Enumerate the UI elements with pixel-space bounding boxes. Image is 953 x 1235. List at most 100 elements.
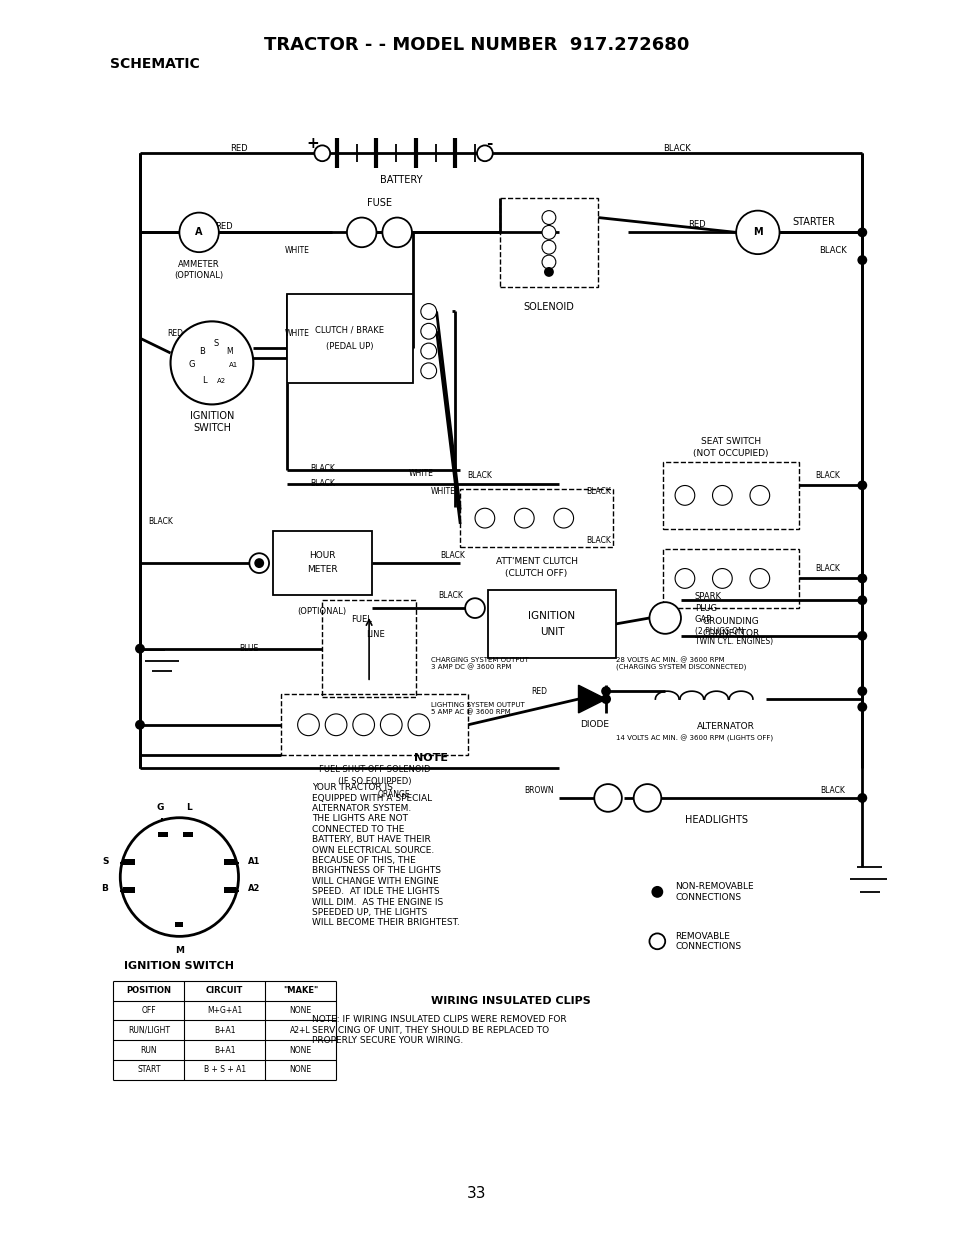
Text: CLUTCH / BRAKE: CLUTCH / BRAKE	[315, 326, 384, 335]
Text: AMMETER
(OPTIONAL): AMMETER (OPTIONAL)	[174, 261, 223, 279]
Circle shape	[649, 934, 664, 950]
Circle shape	[408, 714, 429, 736]
Text: HEADLIGHTS: HEADLIGHTS	[684, 815, 747, 825]
Text: BLUE: BLUE	[238, 645, 257, 653]
Text: ALTERNATOR: ALTERNATOR	[697, 722, 755, 731]
Text: A1: A1	[229, 362, 238, 368]
Text: 14 VOLTS AC MIN. @ 3600 RPM (LIGHTS OFF): 14 VOLTS AC MIN. @ 3600 RPM (LIGHTS OFF)	[616, 735, 772, 742]
Text: FUEL: FUEL	[351, 615, 372, 625]
Circle shape	[857, 793, 866, 803]
Text: BLACK: BLACK	[585, 487, 610, 496]
Text: -: -	[486, 136, 493, 151]
Bar	[157, 831, 168, 837]
Text: DIODE: DIODE	[579, 720, 608, 730]
Text: WHITE: WHITE	[408, 469, 433, 478]
Circle shape	[857, 701, 866, 711]
Text: RED: RED	[531, 687, 546, 695]
Text: NONE: NONE	[290, 1007, 312, 1015]
Circle shape	[554, 509, 573, 529]
Text: (CLUTCH OFF): (CLUTCH OFF)	[505, 569, 567, 578]
Text: A: A	[195, 227, 203, 237]
Text: M: M	[226, 347, 233, 356]
Text: 33: 33	[467, 1186, 486, 1200]
Circle shape	[749, 485, 769, 505]
Circle shape	[857, 227, 866, 237]
Text: TWIN CYL. ENGINES): TWIN CYL. ENGINES)	[694, 637, 772, 646]
Text: SCHEMATIC: SCHEMATIC	[111, 57, 200, 72]
Text: S: S	[213, 338, 218, 347]
Text: G: G	[156, 803, 163, 813]
Circle shape	[347, 217, 376, 247]
Text: YOUR TRACTOR IS
EQUIPPED WITH A SPECIAL
ALTERNATOR SYSTEM.
THE LIGHTS ARE NOT
CO: YOUR TRACTOR IS EQUIPPED WITH A SPECIAL …	[312, 783, 459, 927]
Text: WHITE: WHITE	[430, 487, 455, 496]
Circle shape	[857, 480, 866, 490]
Text: START: START	[137, 1066, 160, 1074]
Bar	[487, 590, 616, 657]
Bar	[175, 921, 183, 927]
Circle shape	[249, 553, 269, 573]
Circle shape	[120, 818, 238, 936]
Text: (2 PLUGS ON: (2 PLUGS ON	[694, 627, 742, 636]
Text: NON-REMOVABLE
CONNECTIONS: NON-REMOVABLE CONNECTIONS	[675, 882, 753, 902]
Text: B+A1: B+A1	[213, 1026, 235, 1035]
Text: (OPTIONAL): (OPTIONAL)	[297, 606, 347, 615]
Bar	[287, 294, 413, 383]
Circle shape	[254, 558, 264, 568]
Text: A2+L: A2+L	[290, 1026, 311, 1035]
Text: IGNITION SWITCH: IGNITION SWITCH	[124, 961, 234, 971]
Text: SEAT SWITCH: SEAT SWITCH	[700, 437, 760, 447]
Circle shape	[857, 595, 866, 605]
Text: B + S + A1: B + S + A1	[203, 1066, 246, 1074]
Bar	[224, 860, 235, 866]
Circle shape	[382, 217, 412, 247]
Text: BLACK: BLACK	[439, 551, 464, 559]
Text: BLACK: BLACK	[662, 143, 690, 153]
Text: POSITION: POSITION	[126, 987, 172, 995]
Text: CHARGING SYSTEM OUTPUT
3 AMP DC @ 3600 RPM: CHARGING SYSTEM OUTPUT 3 AMP DC @ 3600 R…	[430, 657, 528, 671]
Text: CONNECTOR: CONNECTOR	[701, 630, 760, 638]
Circle shape	[541, 211, 556, 225]
Text: GAP: GAP	[694, 615, 711, 625]
Text: BLACK: BLACK	[467, 471, 492, 480]
Circle shape	[541, 226, 556, 240]
Circle shape	[857, 687, 866, 697]
Polygon shape	[578, 685, 605, 713]
Text: BLACK: BLACK	[310, 464, 335, 473]
Circle shape	[541, 241, 556, 254]
Text: HOUR: HOUR	[309, 551, 335, 559]
Text: RUN/LIGHT: RUN/LIGHT	[128, 1026, 170, 1035]
Text: NOTE: IF WIRING INSULATED CLIPS WERE REMOVED FOR
SERVICING OF UNIT, THEY SHOULD : NOTE: IF WIRING INSULATED CLIPS WERE REM…	[312, 1015, 566, 1045]
Text: (NOT OCCUPIED): (NOT OCCUPIED)	[693, 450, 768, 458]
Circle shape	[857, 573, 866, 583]
Circle shape	[475, 509, 495, 529]
Circle shape	[135, 720, 145, 730]
Text: STARTER: STARTER	[792, 217, 834, 227]
Text: BLACK: BLACK	[437, 590, 462, 600]
Bar	[123, 860, 135, 866]
Text: FUEL SHUT-OFF SOLENOID: FUEL SHUT-OFF SOLENOID	[318, 764, 430, 774]
Text: L: L	[186, 803, 192, 813]
Text: CIRCUIT: CIRCUIT	[206, 987, 243, 995]
Circle shape	[420, 324, 436, 340]
Circle shape	[712, 568, 732, 588]
Circle shape	[857, 631, 866, 641]
Text: (PEDAL UP): (PEDAL UP)	[326, 342, 374, 351]
Text: 28 VOLTS AC MIN. @ 3600 RPM
(CHARGING SYSTEM DISCONNECTED): 28 VOLTS AC MIN. @ 3600 RPM (CHARGING SY…	[616, 657, 745, 671]
Text: METER: METER	[307, 564, 337, 573]
Bar	[280, 694, 468, 756]
Circle shape	[675, 485, 694, 505]
Circle shape	[314, 146, 330, 162]
Text: ORANGE: ORANGE	[377, 790, 410, 799]
Text: A2: A2	[248, 884, 260, 893]
Circle shape	[420, 304, 436, 320]
Circle shape	[594, 784, 621, 811]
Text: BATTERY: BATTERY	[379, 175, 422, 185]
Circle shape	[135, 643, 145, 653]
Circle shape	[420, 363, 436, 379]
Text: WIRING INSULATED CLIPS: WIRING INSULATED CLIPS	[430, 995, 590, 1005]
Circle shape	[736, 211, 779, 254]
Circle shape	[476, 146, 493, 162]
Text: LINE: LINE	[365, 630, 384, 640]
Text: TRACTOR - - MODEL NUMBER  917.272680: TRACTOR - - MODEL NUMBER 917.272680	[264, 36, 689, 53]
Text: FUSE: FUSE	[367, 198, 392, 207]
